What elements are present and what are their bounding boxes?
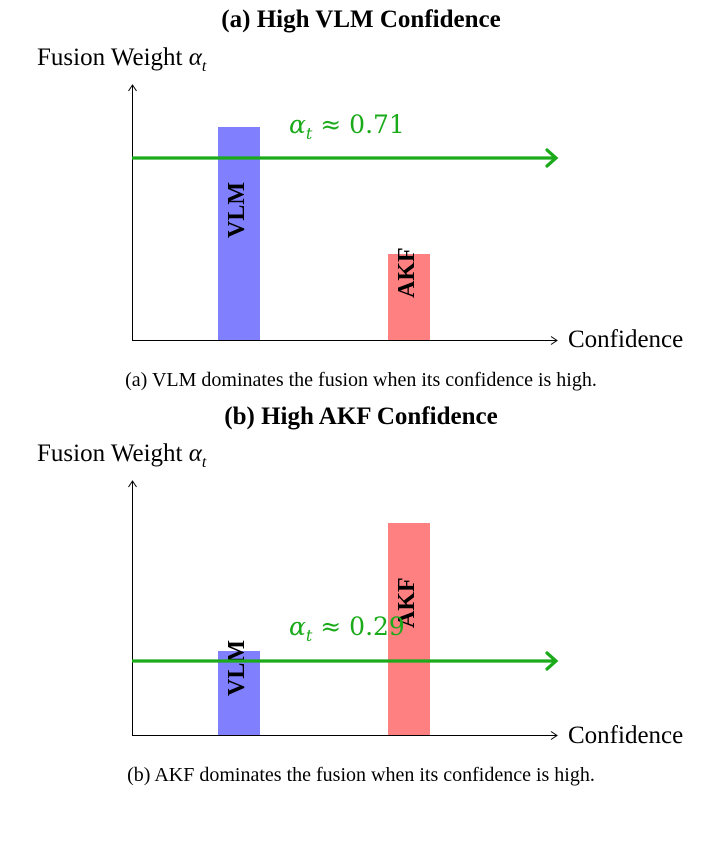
chart-a-caption: (a) VLM dominates the fusion when its co… (125, 369, 597, 391)
alpha-value: ≈ 0.29 (312, 612, 405, 641)
bar-vlm-a: VLM (218, 127, 260, 340)
alpha-symbol: α (188, 440, 202, 467)
alpha-annotation-a: αt ≈ 0.71 (289, 110, 405, 143)
ylabel-text: Fusion Weight (37, 440, 189, 467)
ylabel-text: Fusion Weight (37, 44, 189, 71)
alpha-annotation-b: αt ≈ 0.29 (289, 612, 405, 645)
chart-b-xlabel: Confidence (568, 722, 684, 749)
chart-b-caption: (b) AKF dominates the fusion when its co… (127, 764, 595, 786)
alpha-symbol: α (289, 612, 306, 641)
bar-vlm-b: VLM (218, 640, 260, 735)
alpha-subscript: t (201, 454, 207, 471)
alpha-subscript: t (305, 124, 313, 143)
alpha-subscript: t (305, 626, 313, 645)
alpha-subscript: t (201, 58, 207, 75)
bar-akf-b: AKF (388, 523, 430, 735)
chart-b-title: (b) High AKF Confidence (224, 403, 498, 430)
alpha-symbol: α (188, 44, 202, 71)
alpha-value: ≈ 0.71 (312, 110, 405, 139)
alpha-symbol: α (289, 110, 306, 139)
chart-a-title: (a) High VLM Confidence (221, 6, 501, 33)
chart-a-ylabel: Fusion Weight αt (37, 44, 206, 76)
chart-a-xlabel: Confidence (568, 326, 684, 353)
chart-b-ylabel: Fusion Weight αt (37, 440, 206, 472)
bar-akf-a: AKF (388, 247, 430, 340)
